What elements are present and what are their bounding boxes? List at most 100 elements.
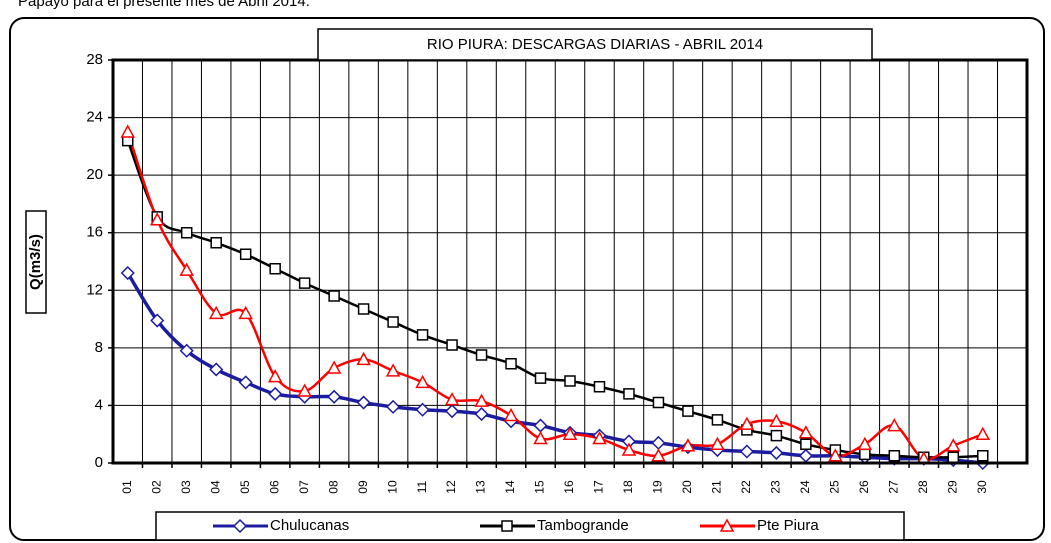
x-tick-label: 01 — [120, 480, 134, 494]
marker — [710, 436, 725, 451]
y-tick-label: 16 — [86, 224, 103, 241]
marker — [682, 405, 694, 417]
x-tick-label: 26 — [857, 480, 871, 494]
marker — [798, 425, 814, 439]
marker — [769, 445, 784, 460]
x-tick-label: 23 — [769, 480, 783, 494]
x-tick-label: 29 — [945, 480, 959, 494]
marker — [770, 429, 783, 442]
x-tick-label: 11 — [415, 480, 429, 493]
marker — [208, 305, 224, 320]
plot-area — [113, 60, 1027, 463]
x-tick-label: 04 — [208, 480, 222, 494]
marker — [446, 339, 458, 351]
marker — [592, 430, 607, 445]
marker — [238, 305, 253, 320]
x-tick-label: 20 — [680, 480, 694, 494]
y-axis-label: Q(m3/s) — [27, 234, 44, 290]
marker — [150, 313, 165, 328]
marker — [387, 316, 399, 328]
marker — [505, 357, 517, 370]
marker — [210, 237, 222, 249]
marker — [268, 386, 283, 401]
marker — [711, 414, 724, 426]
x-tick-label: 17 — [592, 480, 606, 494]
caption: Papayo para el presente mes de Abril 201… — [18, 0, 310, 10]
marker — [267, 369, 283, 383]
marker — [739, 444, 754, 459]
marker — [269, 262, 281, 275]
marker — [828, 448, 843, 462]
marker — [444, 392, 460, 406]
marker — [180, 226, 193, 239]
marker — [474, 393, 489, 407]
marker — [739, 416, 755, 430]
marker — [416, 329, 429, 341]
marker — [179, 343, 194, 358]
x-tick-label: 28 — [916, 480, 930, 494]
y-tick-label: 0 — [95, 454, 103, 471]
marker — [120, 124, 136, 138]
marker — [621, 442, 637, 456]
y-tick-label: 24 — [86, 109, 103, 126]
marker — [887, 418, 902, 432]
marker — [474, 407, 489, 422]
x-tick-label: 30 — [975, 480, 989, 494]
x-tick-label: 10 — [385, 480, 399, 494]
legend-label: Chulucanas — [270, 517, 349, 534]
marker — [232, 518, 248, 534]
marker — [385, 363, 401, 377]
marker — [357, 303, 370, 315]
x-tick-label: 21 — [710, 480, 724, 494]
x-tick-label: 18 — [621, 480, 635, 494]
x-tick-label: 09 — [356, 480, 370, 494]
x-tick-label: 07 — [297, 480, 311, 494]
marker — [623, 388, 635, 400]
y-tick-label: 20 — [86, 166, 103, 183]
marker — [179, 262, 194, 276]
marker — [356, 395, 371, 410]
title-box — [317, 28, 873, 61]
marker — [947, 451, 960, 463]
marker — [238, 375, 253, 390]
marker — [946, 438, 961, 452]
marker — [356, 351, 371, 366]
chart-title: RIO PIURA: DESCARGAS DIARIAS - ABRIL 201… — [427, 36, 763, 53]
marker — [297, 383, 312, 397]
marker — [475, 349, 488, 361]
x-tick-label: 27 — [886, 480, 900, 494]
y-tick-label: 12 — [86, 281, 103, 298]
marker — [501, 520, 513, 532]
x-tick-label: 13 — [474, 480, 488, 494]
legend-label: Pte Piura — [757, 517, 819, 534]
y-label-box — [25, 210, 47, 314]
marker — [209, 362, 224, 377]
x-tick-label: 05 — [238, 480, 252, 494]
x-tick-label: 22 — [739, 480, 753, 494]
marker — [386, 399, 401, 414]
x-tick-label: 03 — [179, 480, 193, 494]
marker — [593, 380, 606, 393]
marker — [977, 450, 989, 462]
x-tick-label: 15 — [533, 480, 547, 494]
marker — [651, 448, 666, 462]
marker — [120, 265, 135, 281]
marker — [857, 436, 873, 451]
x-tick-label: 08 — [326, 480, 340, 494]
marker — [562, 426, 578, 440]
marker — [326, 360, 342, 374]
marker — [800, 438, 812, 451]
marker — [298, 277, 311, 289]
marker — [328, 290, 340, 302]
marker — [445, 404, 460, 419]
x-tick-label: 16 — [562, 480, 576, 494]
y-tick-label: 4 — [95, 396, 103, 413]
marker — [680, 438, 696, 452]
legend-label: Tambogrande — [537, 517, 629, 534]
marker — [564, 375, 576, 387]
x-tick-label: 19 — [651, 480, 665, 494]
x-tick-label: 24 — [798, 480, 812, 494]
x-tick-label: 02 — [149, 480, 163, 494]
marker — [239, 248, 252, 261]
